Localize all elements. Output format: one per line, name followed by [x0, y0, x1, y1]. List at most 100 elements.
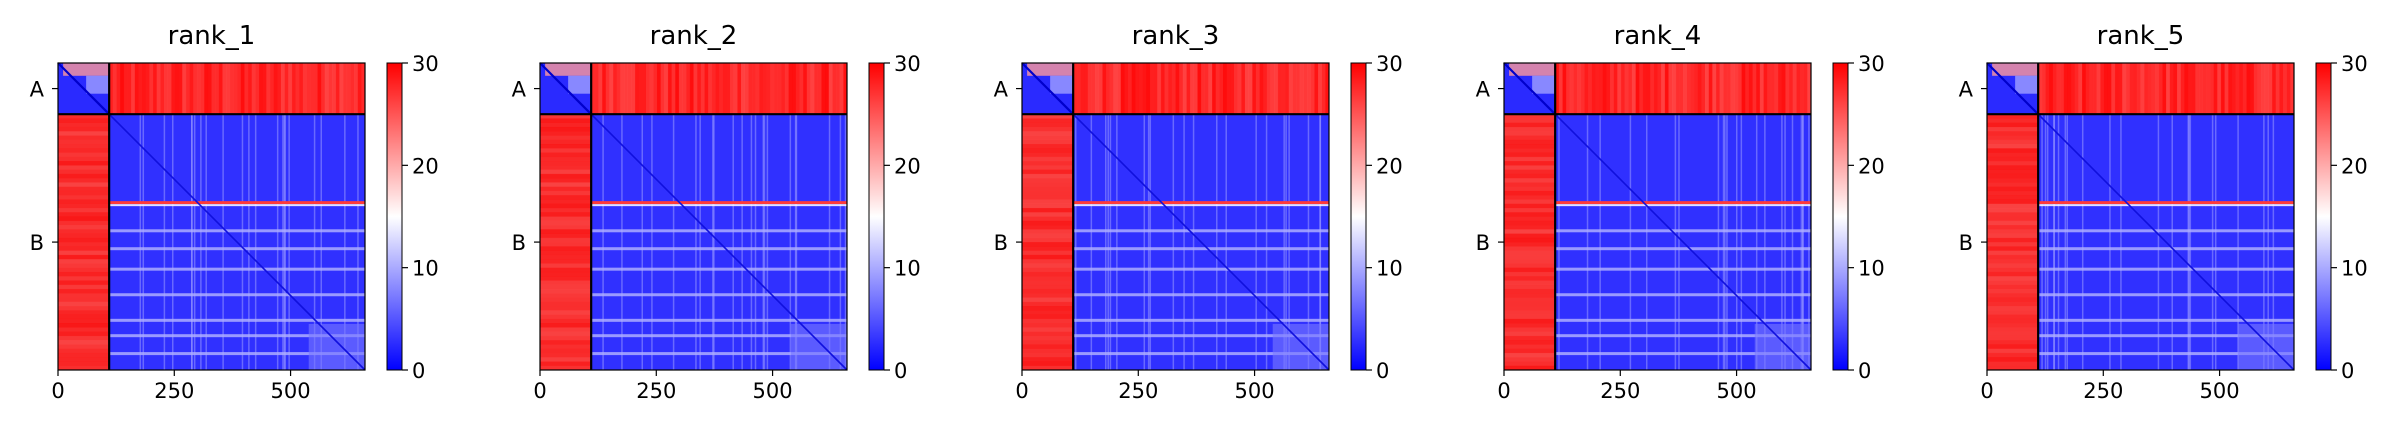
cell-stripe-AB — [1168, 63, 1173, 115]
cell-stripe-BA — [1504, 178, 1556, 183]
cell-stripe-AB — [839, 63, 844, 115]
cell-stripe-AB — [1573, 63, 1578, 115]
cell-stripe-AB — [2052, 63, 2057, 115]
cell-diagonal-A — [57, 62, 110, 115]
cell-stripe-BA — [1022, 301, 1074, 307]
cell-band-B — [1073, 318, 1329, 322]
cell-stripe-AB — [273, 63, 278, 115]
cell-vband-B — [1319, 114, 1322, 371]
x-tick-label: 0 — [1015, 379, 1028, 403]
cell-vband-B — [1283, 114, 1285, 371]
cell-stripe-AB — [2096, 63, 2101, 115]
cell-stripe-AB — [1310, 63, 1315, 115]
colorbar — [2315, 62, 2332, 371]
cell-stripe-AB — [127, 63, 132, 115]
cell-vband-B — [1090, 114, 1093, 371]
cell-stripe-AB — [2188, 63, 2192, 115]
cell-band-B — [1555, 334, 1811, 338]
cell-stripe-AB — [2074, 63, 2079, 115]
cell-stripe-AB — [2231, 63, 2236, 115]
colorbar-tick-label: 0 — [2341, 359, 2354, 383]
cell-stripe-AB — [1595, 63, 1600, 115]
cell-vband-B — [1116, 114, 1118, 371]
colorbar-tick-label: 20 — [894, 154, 921, 178]
cell-stripe-AB — [1160, 63, 1165, 115]
cell-stripe-BA — [58, 156, 110, 162]
x-tick-label: 250 — [636, 379, 676, 403]
cell-stripe-AB — [748, 63, 753, 115]
cell-stripe-AB — [697, 63, 702, 115]
cell-stripe-BA — [1504, 284, 1556, 290]
colorbar-tick-label: 0 — [894, 359, 907, 383]
cell-stripe-BA — [540, 122, 592, 128]
cell-stripe-BA — [1987, 357, 2039, 362]
cell-band-B — [591, 229, 847, 233]
cell-stripe-AB — [605, 63, 610, 115]
cell-stripe-AB — [1102, 63, 1107, 115]
cell-stripe-AB — [2180, 63, 2185, 115]
heatmap-panel-1: rank_1 0 250 500 A B 0 10 20 30 — [30, 21, 439, 403]
cell-stripe-AB — [1719, 63, 1724, 115]
cell-stripe-BA — [58, 284, 110, 290]
cell-stripe-AB — [1752, 63, 1757, 115]
cell-stripe-AB — [2173, 63, 2178, 115]
cell-stripe-AB — [624, 63, 629, 115]
cell-stripe-AB — [2144, 63, 2149, 115]
cell-stripe-BA — [1022, 297, 1074, 303]
cell-vband-B — [2263, 114, 2265, 371]
cell-vband-B — [713, 114, 715, 371]
cell-stripe-AB — [280, 63, 285, 115]
cell-stripe-AB — [609, 63, 614, 115]
cell-stripe-AB — [656, 63, 661, 115]
cell-stripe-AB — [1318, 63, 1322, 115]
cell-stripe-BA — [540, 169, 592, 175]
cell-band-B — [591, 247, 847, 251]
cell-stripe-AB — [1237, 63, 1242, 115]
cell-band-B — [2038, 334, 2294, 338]
cell-stripe-AB — [361, 63, 366, 115]
cell-stripe-AB — [817, 63, 822, 115]
cell-stripe-AB — [2118, 63, 2123, 115]
cell-band-B — [591, 293, 847, 297]
cell-stripe-BA — [1022, 144, 1074, 149]
cell-band-B — [2038, 229, 2294, 233]
cell-stripe-BA — [58, 254, 110, 260]
cell-stripe-BA — [1504, 156, 1556, 162]
cell-vband-B — [1674, 114, 1677, 371]
cell-stripe-AB — [766, 63, 771, 115]
cell-stripe-AB — [1701, 63, 1706, 115]
cell-stripe-BA — [1022, 365, 1074, 371]
cell-stripe-AB — [1142, 63, 1147, 115]
cell-stripe-AB — [1098, 63, 1103, 115]
heatmap-panel-2: rank_2 0 250 500 A B 0 10 20 30 — [512, 21, 921, 403]
cell-diagonal-A — [1503, 62, 1556, 115]
cell-stripe-BA — [540, 190, 592, 196]
cell-stripe-AB — [832, 63, 837, 115]
cell-stripe-AB — [1186, 63, 1191, 115]
cell-band-B — [1073, 352, 1329, 356]
cell-stripe-AB — [321, 63, 326, 115]
chart-title: rank_2 — [650, 21, 738, 51]
cell-stripe-BA — [58, 216, 110, 222]
x-tick-label: 500 — [271, 379, 311, 403]
cell-stripe-BA — [1504, 280, 1556, 286]
cell-stripe-BA — [1022, 276, 1074, 281]
cell-stripe-BA — [1504, 246, 1556, 251]
cell-stripe-AB — [2038, 63, 2043, 115]
cell-vband-B — [320, 114, 323, 371]
cell-stripe-AB — [1080, 63, 1085, 115]
cell-band-B — [1073, 247, 1329, 251]
cell-stripe-BA — [1504, 271, 1556, 277]
cell-vband-B — [284, 114, 286, 371]
cell-stripe-AB — [218, 63, 223, 115]
cell-stripe-AB — [631, 63, 636, 115]
cell-stripe-AB — [277, 63, 282, 115]
cell-stripe-BA — [1987, 199, 2039, 205]
cell-vband-B — [2046, 114, 2049, 371]
cell-stripe-BA — [540, 344, 592, 349]
cell-vband-B — [2081, 114, 2084, 371]
cell-stripe-AB — [2063, 63, 2068, 115]
cell-stripe-BA — [540, 186, 592, 192]
cell-stripe-BA — [540, 276, 592, 281]
cell-vband-B — [193, 114, 196, 371]
